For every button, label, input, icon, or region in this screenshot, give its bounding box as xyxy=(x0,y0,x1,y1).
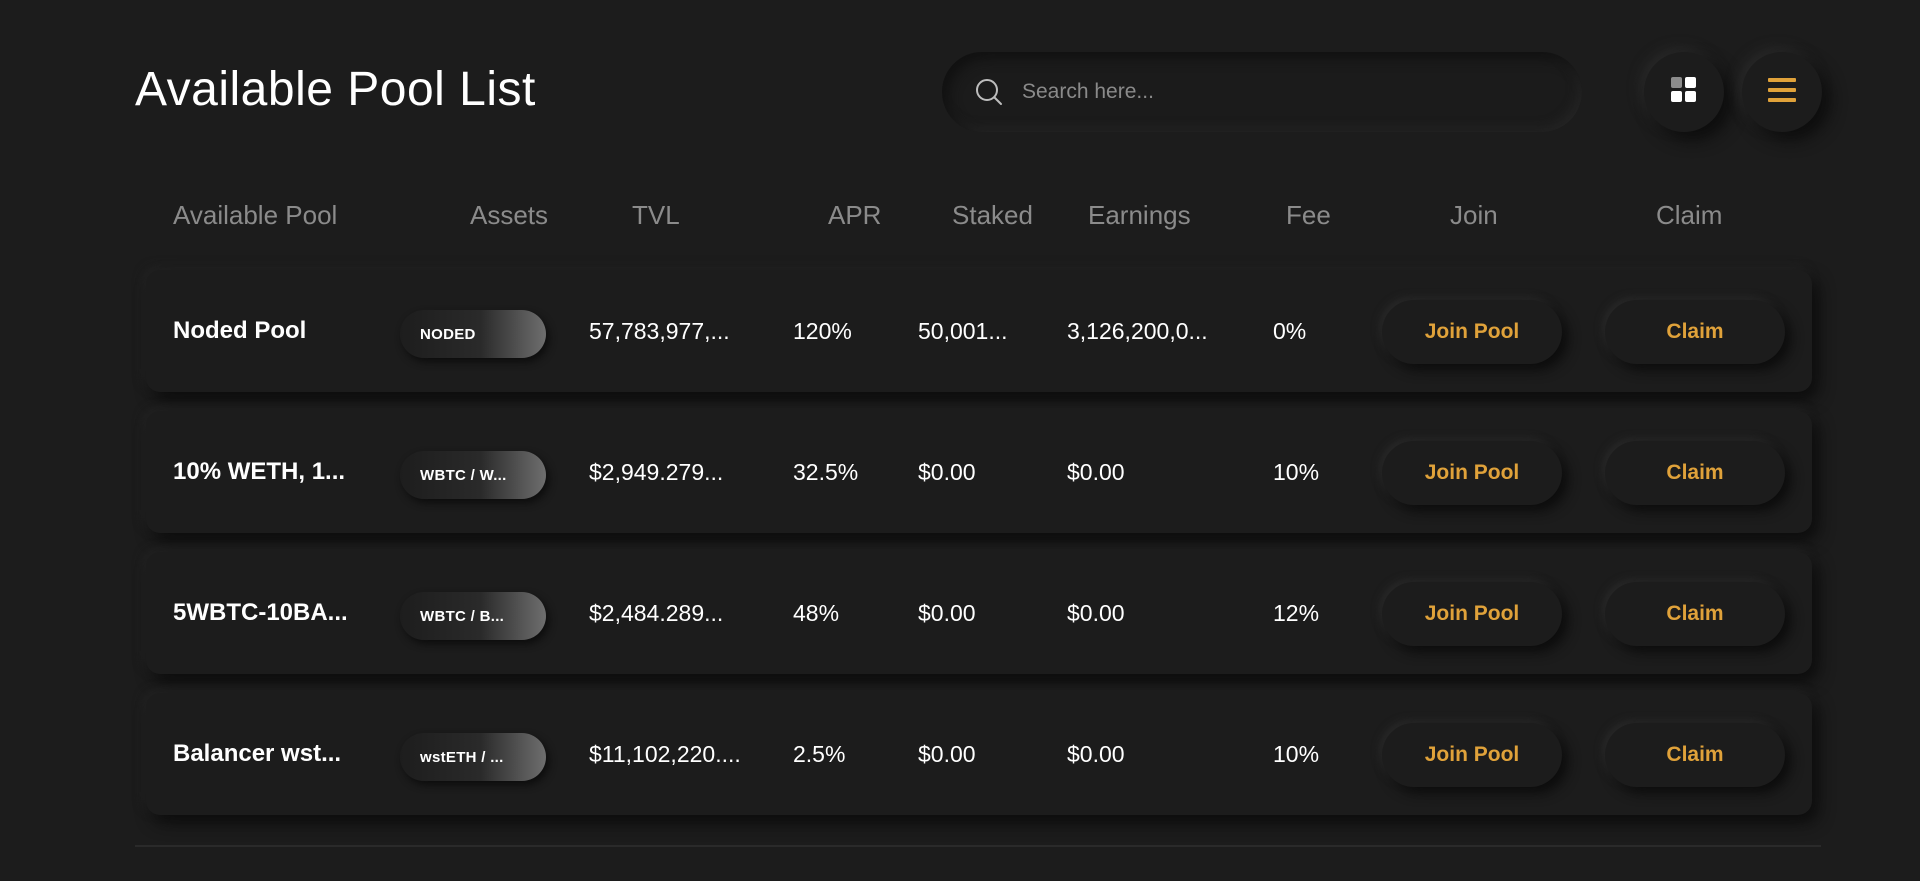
tvl-value: $2,484.289... xyxy=(589,599,724,626)
earnings-value: $0.00 xyxy=(1067,458,1125,485)
claim-button[interactable]: Claim xyxy=(1605,582,1785,646)
table-header: Available Pool Assets TVL APR Staked Ear… xyxy=(0,200,1920,240)
staked-value: $0.00 xyxy=(918,740,976,767)
asset-pill: wstETH / ... xyxy=(400,733,546,781)
tvl-value: 57,783,977,... xyxy=(589,317,730,344)
list-view-button[interactable] xyxy=(1742,52,1822,132)
tvl-value: $11,102,220.... xyxy=(589,740,741,767)
earnings-value: $0.00 xyxy=(1067,740,1125,767)
apr-value: 48% xyxy=(793,599,840,626)
fee-value: 0% xyxy=(1273,317,1307,344)
grid-view-button[interactable] xyxy=(1644,52,1724,132)
pool-name: 5WBTC-10BA... xyxy=(173,599,348,626)
divider xyxy=(135,845,1821,847)
table-row: 5WBTC-10BA... WBTC / B... $2,484.289... … xyxy=(146,552,1812,674)
header-join: Join xyxy=(1450,200,1498,230)
fee-value: 12% xyxy=(1273,599,1320,626)
pool-name: 10% WETH, 1... xyxy=(173,458,346,485)
page-title: Available Pool List xyxy=(135,63,536,116)
pool-name: Balancer wst... xyxy=(173,740,342,767)
pool-name: Noded Pool xyxy=(173,317,307,344)
menu-icon xyxy=(1767,76,1797,109)
table-row: Noded Pool NODED 57,783,977,... 120% 50,… xyxy=(146,270,1812,392)
grid-icon xyxy=(1670,76,1698,109)
search-icon xyxy=(974,76,1006,108)
apr-value: 2.5% xyxy=(793,740,846,767)
earnings-value: $0.00 xyxy=(1067,599,1125,626)
earnings-value: 3,126,200,0... xyxy=(1067,317,1208,344)
header-staked: Staked xyxy=(952,200,1033,230)
header-earnings: Earnings xyxy=(1088,200,1191,230)
header-assets: Assets xyxy=(470,200,549,230)
fee-value: 10% xyxy=(1273,458,1320,485)
asset-pill: WBTC / B... xyxy=(400,592,546,640)
header-available-pool: Available Pool xyxy=(173,200,338,230)
header-claim: Claim xyxy=(1656,200,1723,230)
apr-value: 120% xyxy=(793,317,852,344)
asset-pill: WBTC / W... xyxy=(400,451,546,499)
join-pool-button[interactable]: Join Pool xyxy=(1382,582,1562,646)
apr-value: 32.5% xyxy=(793,458,859,485)
staked-value: $0.00 xyxy=(918,458,976,485)
search-bar[interactable] xyxy=(942,52,1582,132)
staked-value: 50,001... xyxy=(918,317,1008,344)
claim-button[interactable]: Claim xyxy=(1605,723,1785,787)
search-input[interactable] xyxy=(1022,80,1542,104)
join-pool-button[interactable]: Join Pool xyxy=(1382,441,1562,505)
join-pool-button[interactable]: Join Pool xyxy=(1382,300,1562,364)
header-fee: Fee xyxy=(1286,200,1331,230)
join-pool-button[interactable]: Join Pool xyxy=(1382,723,1562,787)
fee-value: 10% xyxy=(1273,740,1320,767)
asset-pill: NODED xyxy=(400,310,546,358)
staked-value: $0.00 xyxy=(918,599,976,626)
table-row: 10% WETH, 1... WBTC / W... $2,949.279...… xyxy=(146,411,1812,533)
claim-button[interactable]: Claim xyxy=(1605,441,1785,505)
header-tvl: TVL xyxy=(632,200,680,230)
claim-button[interactable]: Claim xyxy=(1605,300,1785,364)
table-row: Balancer wst... wstETH / ... $11,102,220… xyxy=(146,693,1812,815)
header-apr: APR xyxy=(828,200,882,230)
tvl-value: $2,949.279... xyxy=(589,458,724,485)
